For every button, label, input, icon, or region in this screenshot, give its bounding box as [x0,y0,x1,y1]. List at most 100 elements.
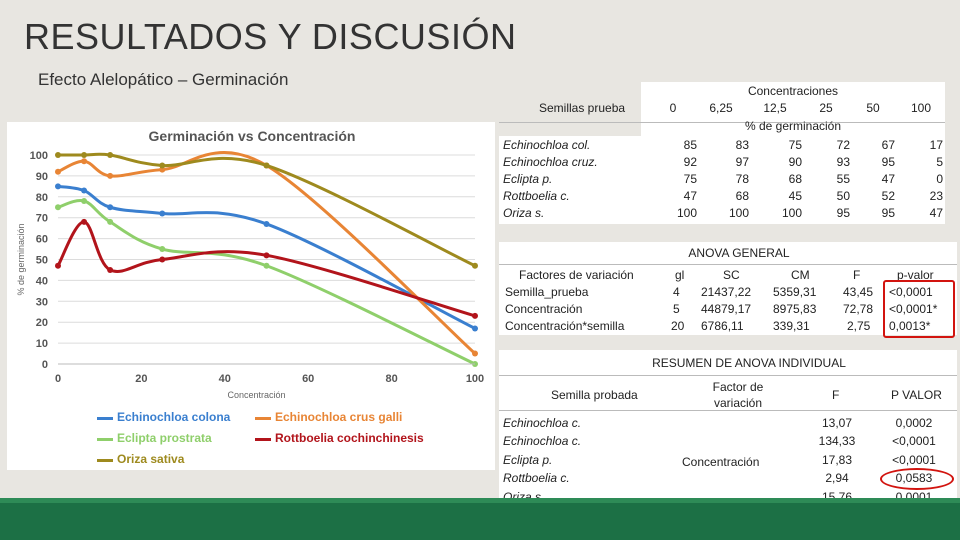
germ-header-semillas: Semillas prueba [539,101,626,115]
germ-cell: 45 [788,189,802,203]
data-point [55,183,61,190]
germ-cell: 95 [881,206,895,220]
germ-cell: 72 [836,138,850,152]
germ-row-name: Eclipta p. [503,172,553,186]
germ-table-body-bg [499,136,945,224]
x-tick-label: 80 [385,373,397,385]
data-point [159,162,166,169]
germination-line-chart: 0 10 20 30 40 50 60 70 80 90 100 0 20 40 60 80 100 Concen… [16,150,484,400]
ind-header-factor: Factor de variación [712,380,764,410]
ind-cell-p: 0,0002 [895,416,933,430]
y-tick-label: 100 [30,150,48,162]
ind-header-semilla: Semilla probada [551,388,638,402]
anova-row-factor: Concentración*semilla [505,319,625,333]
germ-cell: 97 [735,155,749,169]
germ-cell: 100 [676,206,697,220]
anova-cell: 5359,31 [773,285,817,299]
data-point [472,350,478,357]
germ-cell: 5 [936,155,943,169]
data-point [107,172,114,179]
y-tick-label: 90 [36,171,48,183]
data-point [263,252,270,259]
germination-chart-panel: Germinación vs Concentración 0 10 20 30 40 50… [7,122,495,470]
ind-cell-f: 2,94 [825,471,849,485]
y-tick-label: 50 [36,255,48,267]
data-point [472,312,478,319]
anova-individual-title: RESUMEN DE ANOVA INDIVIDUAL [652,356,846,370]
ind-row-semilla: Echinochloa c. [503,434,582,448]
germ-row-name: Rottboelia c. [503,189,570,203]
table-divider [499,122,945,123]
anova-individual-table: RESUMEN DE ANOVA INDIVIDUAL Semilla prob… [499,350,957,508]
germ-cell: 85 [683,138,697,152]
ind-cell-p: <0,0001 [892,453,936,467]
anova-cell: 43,45 [843,285,874,299]
anova-cell: 21437,22 [701,285,752,299]
germ-cell: 68 [788,172,802,186]
germ-cell: 78 [735,172,749,186]
anova-header-factor: Factores de variación [519,268,634,282]
data-point [55,204,61,211]
legend-label: Echinochloa colona [117,410,231,424]
germ-cell: 93 [836,155,850,169]
data-point [472,262,478,269]
anova-header-f: F [853,268,861,282]
x-tick-label: 60 [302,373,314,385]
legend-label: Echinochloa crus galli [275,410,403,424]
anova-cell: 4 [673,285,680,299]
y-tick-label: 70 [36,213,48,225]
germ-conc-value: 100 [910,101,932,115]
germ-cell: 47 [683,189,697,203]
ind-factor-value: Concentración [682,455,760,469]
ind-row-semilla: Echinochloa c. [503,416,582,430]
ind-cell-f: 13,07 [821,416,853,430]
ind-row-semilla: Eclipta p. [503,453,553,467]
table-divider [499,375,957,376]
data-point [159,256,166,263]
anova-cell: <0,0001* [889,302,938,316]
table-divider [499,264,957,265]
data-point [107,266,114,273]
pvalue-highlight-ellipse [880,468,954,490]
germ-cell: 95 [836,206,850,220]
data-point [159,166,166,173]
ind-header-f: F [832,388,840,402]
data-point [81,218,88,225]
germ-unit-label: % de germinación [744,119,842,133]
y-tick-label: 0 [42,359,48,371]
anova-cell: 20 [671,319,685,333]
germ-cell: 47 [929,206,943,220]
legend-swatch [255,438,271,441]
anova-cell: 44879,17 [701,302,752,316]
germ-conc-value: 25 [819,101,833,115]
anova-general-table: ANOVA GENERAL Factores de variación gl S… [499,242,957,338]
anova-header-cm: CM [791,268,810,282]
data-point [81,152,88,158]
anova-cell: 0,0013* [889,319,931,333]
data-point [55,262,61,269]
germ-cell: 83 [735,138,749,152]
data-point [263,162,270,169]
germ-cell: 47 [881,172,895,186]
legend-swatch [97,417,113,420]
anova-general-title: ANOVA GENERAL [688,246,790,260]
data-point [81,158,88,165]
y-tick-label: 20 [36,317,48,329]
germ-cell: 68 [735,189,749,203]
legend-label: Eclipta prostrata [117,431,212,445]
data-point [159,246,166,253]
x-tick-label: 100 [466,373,484,385]
anova-header-gl: gl [675,268,685,282]
germ-conc-value: 6,25 [709,101,733,115]
germ-cell: 23 [929,189,943,203]
x-tick-label: 40 [219,373,231,385]
legend-label: Oriza sativa [117,452,185,466]
germ-cell: 52 [881,189,895,203]
data-point [107,204,114,211]
pvalue-highlight-box [883,280,955,338]
chart-title: Germinación vs Concentración [148,128,356,144]
legend-swatch [97,459,113,462]
footer-accent-line [0,498,960,503]
germ-cell: 92 [683,155,697,169]
germ-conc-value: 12,5 [763,101,787,115]
